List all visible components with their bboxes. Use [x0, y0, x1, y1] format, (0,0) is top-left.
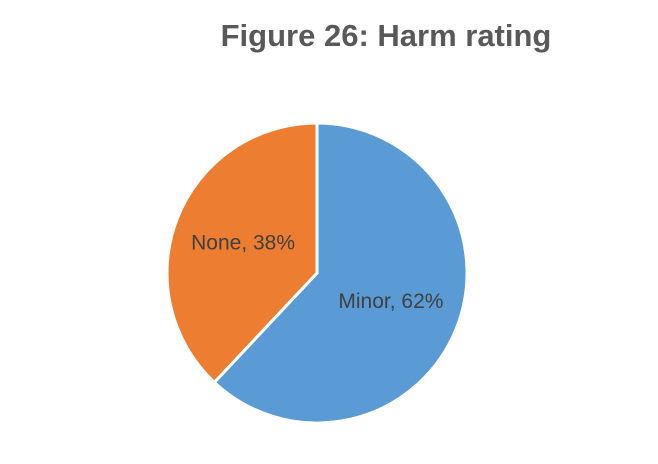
data-label: None, 38% [191, 231, 295, 254]
pie-slice [165, 121, 319, 385]
chart-title: Figure 26: Harm rating [221, 18, 552, 53]
data-label: Minor, 62% [338, 290, 443, 313]
pie-slice [212, 121, 469, 425]
